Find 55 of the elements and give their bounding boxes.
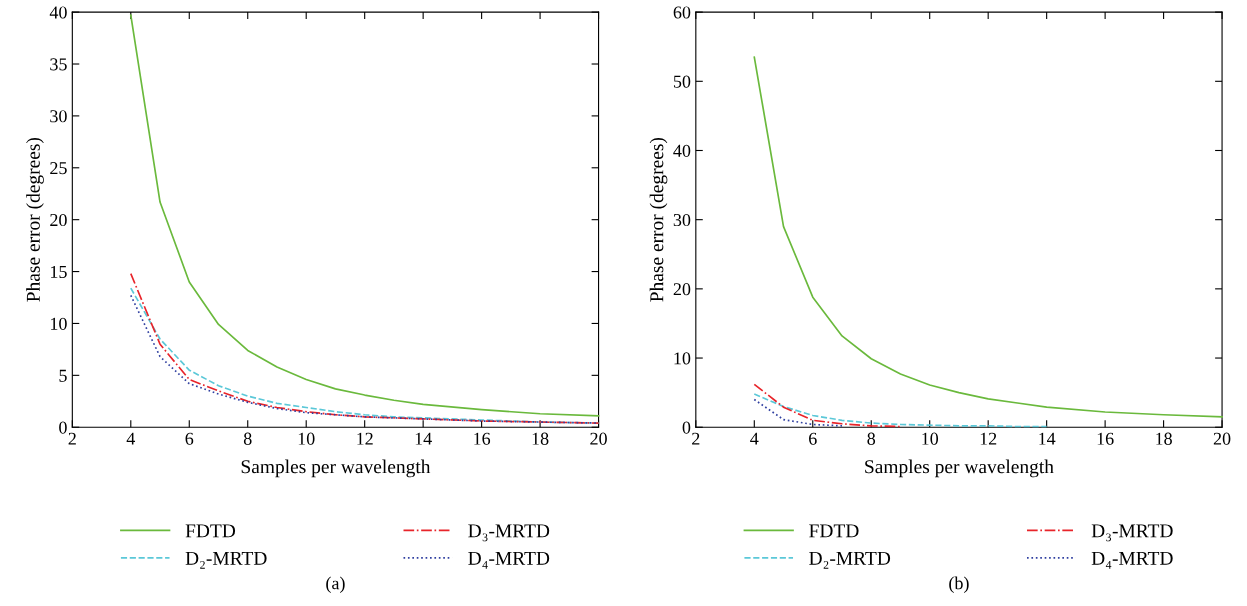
x-tick-label: 10 [922, 432, 939, 445]
x-tick-label: 18 [532, 432, 549, 445]
y-axis-title: Phase error (degrees) [26, 137, 44, 302]
y-tick-label: 50 [673, 75, 691, 88]
x-axis-title: Samples per wavelength [865, 459, 1054, 478]
y-tick-label: 20 [673, 283, 691, 296]
x-tick-label: 4 [126, 432, 136, 445]
line-series [753, 56, 1223, 418]
y-tick-label: 40 [49, 6, 67, 19]
y-tick-label: 25 [50, 162, 67, 175]
y-tick-label: 15 [51, 265, 67, 279]
text: (a) [326, 576, 345, 593]
x-tick-label: 10 [298, 432, 315, 445]
x-tick-label: 14 [1039, 432, 1056, 445]
x-tick-label: 12 [980, 432, 997, 445]
x-tick-label: 8 [243, 432, 252, 445]
x-tick-label: 14 [415, 432, 432, 445]
legend-label: D₄-MRTD [1091, 551, 1173, 569]
x-tick-label: 18 [1156, 432, 1172, 445]
text: (b) [949, 576, 969, 593]
y-tick-label: 40 [673, 144, 691, 157]
y-tick-label: 0 [682, 421, 691, 434]
x-tick-label: 2 [692, 432, 700, 445]
x-tick-label: 12 [357, 432, 373, 445]
y-tick-label: 5 [59, 369, 67, 382]
legend-label: D₂-MRTD [185, 551, 267, 569]
x-tick-label: 16 [474, 432, 491, 445]
legend-label: FDTD [185, 524, 236, 538]
y-tick-label: 30 [50, 110, 67, 123]
line-series [753, 383, 902, 428]
x-axis-title: Samples per wavelength [241, 459, 431, 478]
y-tick-label: 30 [673, 213, 691, 227]
y-tick-label: 35 [50, 58, 67, 71]
x-tick-label: 20 [1213, 432, 1231, 445]
legend-label: D₄-MRTD [468, 551, 550, 569]
y-tick-label: 0 [59, 421, 67, 434]
x-tick-label: 20 [590, 432, 607, 445]
line-series [753, 393, 1048, 428]
x-tick-label: 4 [750, 432, 759, 445]
line-series [753, 398, 843, 427]
y-tick-label: 10 [674, 352, 691, 365]
legend-label: FDTD [809, 524, 859, 538]
x-tick-label: 8 [867, 432, 876, 445]
y-tick-label: 60 [673, 6, 691, 19]
y-axis-title: Phase error (degrees) [649, 137, 668, 302]
y-tick-label: 20 [50, 213, 67, 227]
legend-label: D₃-MRTD [1091, 524, 1173, 542]
x-tick-label: 6 [185, 432, 194, 445]
line-series [129, 14, 600, 417]
legend-label: D₂-MRTD [809, 551, 891, 569]
y-tick-label: 10 [51, 317, 67, 330]
x-tick-label: 6 [809, 432, 817, 445]
legend-label: D₃-MRTD [468, 524, 550, 542]
x-tick-label: 16 [1097, 432, 1114, 445]
x-tick-label: 2 [68, 432, 76, 445]
